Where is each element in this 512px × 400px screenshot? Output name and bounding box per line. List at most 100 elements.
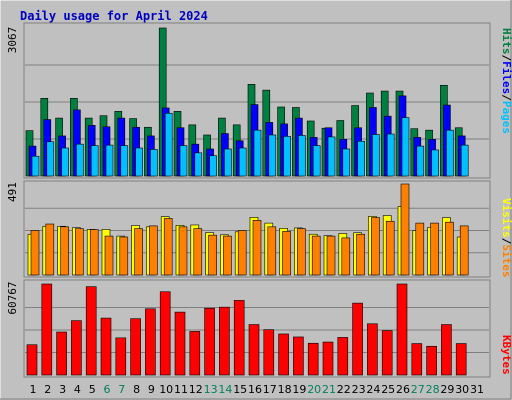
kbytes-bar	[248, 324, 260, 376]
kbytes-bar	[396, 283, 408, 376]
sites-bar	[311, 235, 321, 276]
kbytes-bars	[26, 283, 467, 376]
pages-bar	[327, 136, 336, 177]
x-tick-label: 18	[278, 383, 292, 396]
x-tick-label: 12	[189, 383, 203, 396]
legend-sep-2: /	[500, 94, 512, 101]
pages-bar	[90, 145, 99, 177]
x-tick-label: 23	[352, 383, 366, 396]
kbytes-bar	[233, 300, 245, 376]
sites-bar	[104, 235, 114, 276]
legend-visits: Visits	[500, 198, 512, 238]
pages-bar	[446, 129, 454, 177]
y-max-label-hits: 3067	[6, 27, 19, 54]
kbytes-bar	[381, 330, 393, 376]
x-tick-label: 24	[366, 383, 380, 396]
kbytes-bar	[337, 337, 349, 376]
kbytes-bar	[263, 329, 275, 376]
pages-bar	[460, 144, 469, 177]
kbytes-bar	[367, 323, 378, 376]
pages-bar	[357, 140, 365, 177]
kbytes-bar	[145, 308, 156, 376]
x-tick-label: 30	[455, 383, 469, 396]
pages-bar	[431, 149, 439, 177]
pages-bar	[253, 129, 262, 177]
pages-bar	[164, 112, 173, 177]
sites-bar	[237, 230, 247, 276]
y-max-label-visits: 491	[6, 182, 19, 202]
sites-bar	[252, 220, 262, 276]
pages-bar	[298, 135, 306, 177]
pages-bar	[31, 155, 40, 177]
pages-bar	[150, 149, 158, 177]
sites-bar	[356, 233, 365, 276]
pages-bar	[372, 134, 380, 177]
x-tick-label: 1	[30, 383, 37, 396]
sites-bar	[178, 226, 188, 276]
legend-sep-3: /	[500, 238, 512, 245]
pages-bar	[76, 143, 84, 177]
pages-bar	[61, 147, 69, 177]
x-tick-label: 26	[396, 383, 410, 396]
x-tick-label: 14	[218, 383, 232, 396]
legend-top: Hits/Files/Pages	[500, 28, 512, 134]
sites-bar	[208, 234, 217, 276]
kbytes-bar	[41, 283, 53, 376]
sites-bar	[223, 235, 232, 276]
sites-bar	[341, 237, 351, 276]
x-tick-label: 19	[292, 383, 306, 396]
x-tick-label: 15	[233, 383, 247, 396]
sites-bar	[89, 229, 99, 276]
pages-bar	[238, 147, 247, 177]
sites-bar	[149, 225, 158, 276]
x-tick-label: 29	[440, 383, 454, 396]
kbytes-bar	[174, 311, 186, 376]
sites-bar	[45, 223, 55, 276]
pages-bar	[194, 152, 203, 177]
x-tick-label: 9	[148, 383, 155, 396]
pages-bar	[416, 145, 425, 177]
x-tick-label: 4	[74, 383, 81, 396]
kbytes-bar	[100, 317, 112, 376]
x-tick-label: 21	[322, 383, 336, 396]
sites-bar	[385, 220, 395, 276]
pages-bar	[386, 133, 395, 177]
sites-bar	[415, 222, 425, 276]
kbytes-bar	[411, 343, 423, 376]
sites-bar	[326, 235, 336, 276]
x-tick-label: 13	[204, 383, 218, 396]
kbytes-bar	[352, 302, 363, 376]
sites-bar	[371, 217, 380, 276]
visits-sites-bars	[27, 183, 469, 276]
pages-bar	[224, 148, 232, 177]
x-tick-label: 7	[118, 383, 125, 396]
sites-bar	[60, 226, 69, 276]
kbytes-bar	[293, 336, 304, 376]
kbytes-bar	[455, 343, 467, 376]
x-tick-label: 17	[263, 383, 277, 396]
sites-bar	[30, 230, 40, 276]
kbytes-bar	[278, 333, 289, 376]
pages-bar	[135, 147, 143, 177]
sites-bar	[134, 228, 143, 276]
kbytes-bar	[322, 341, 334, 376]
chart-title: Daily usage for April 2024	[20, 9, 208, 23]
kbytes-bar	[189, 331, 201, 376]
pages-bar	[46, 141, 55, 177]
pages-bar	[120, 145, 129, 177]
pages-bar	[312, 145, 321, 177]
kbytes-bar	[85, 286, 97, 376]
sites-bar	[75, 228, 84, 276]
x-tick-label: 5	[89, 383, 96, 396]
x-tick-label: 27	[411, 383, 425, 396]
kbytes-bar	[115, 337, 127, 376]
kbytes-bar	[56, 331, 67, 376]
x-tick-label: 20	[307, 383, 321, 396]
x-tick-label: 3	[59, 383, 66, 396]
pages-bar	[105, 144, 114, 177]
sites-bar	[445, 221, 454, 276]
kbytes-bar	[307, 342, 319, 376]
x-tick-label: 10	[159, 383, 173, 396]
hits-files-pages-bars	[25, 27, 469, 177]
